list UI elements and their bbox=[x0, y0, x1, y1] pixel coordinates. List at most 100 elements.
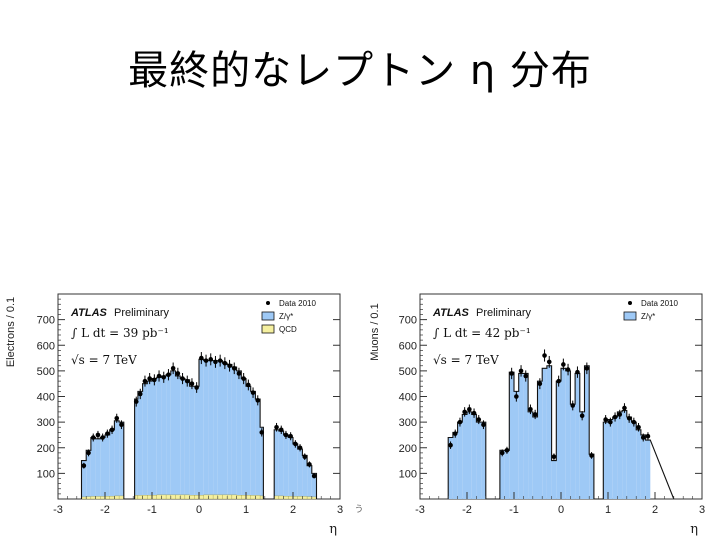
qcd-bar bbox=[278, 495, 284, 500]
mc-bar bbox=[255, 399, 261, 499]
data-point bbox=[283, 432, 289, 438]
data-point bbox=[528, 407, 533, 412]
data-point bbox=[546, 359, 552, 365]
x-tick-label: -1 bbox=[509, 504, 519, 516]
mc-bar bbox=[626, 417, 632, 499]
data-point bbox=[311, 473, 317, 479]
y-tick-label: 600 bbox=[399, 340, 417, 352]
mc-bar bbox=[199, 359, 204, 499]
mc-bar bbox=[307, 465, 312, 499]
mc-bar bbox=[297, 449, 303, 499]
mc-bar bbox=[180, 378, 185, 499]
data-point bbox=[579, 413, 585, 419]
atlas-label: ATLAS bbox=[432, 307, 470, 319]
data-point bbox=[603, 417, 608, 422]
mc-bar bbox=[278, 431, 284, 499]
mc-bar bbox=[236, 370, 242, 499]
x-axis-label: η bbox=[690, 522, 698, 537]
data-point bbox=[255, 398, 261, 403]
data-point bbox=[626, 415, 632, 421]
data-point bbox=[241, 376, 246, 381]
data-point bbox=[142, 378, 148, 384]
mc-bar bbox=[584, 365, 590, 499]
data-point bbox=[246, 382, 251, 388]
data-point bbox=[278, 427, 284, 433]
mc-bar bbox=[546, 365, 552, 499]
x-axis-label: η bbox=[329, 522, 337, 537]
qcd-bar bbox=[142, 495, 148, 500]
energy-label: √s = 7 TeV bbox=[71, 353, 137, 367]
y-tick-label: 400 bbox=[37, 392, 55, 404]
qcd-bar bbox=[175, 494, 181, 500]
mc-bar bbox=[241, 378, 246, 499]
mc-bar bbox=[147, 381, 152, 499]
x-tick-label: 1 bbox=[243, 504, 249, 516]
mc-bar bbox=[448, 437, 453, 499]
qcd-bar bbox=[255, 495, 261, 500]
qcd-bar bbox=[231, 494, 237, 500]
mc-bar bbox=[518, 373, 524, 499]
data-point bbox=[217, 358, 223, 363]
luminosity-label: ∫ L dt = 39 pb⁻¹ bbox=[71, 326, 169, 340]
qcd-bar bbox=[189, 495, 195, 500]
mc-bar bbox=[565, 370, 571, 499]
data-point bbox=[561, 362, 566, 367]
qcd-bar bbox=[311, 496, 317, 500]
data-point bbox=[170, 366, 176, 371]
mc-bar bbox=[156, 377, 162, 499]
energy-label: √s = 7 TeV bbox=[433, 353, 499, 367]
data-point bbox=[575, 369, 580, 375]
y-tick-label: 500 bbox=[37, 366, 55, 378]
stray-glyph: う bbox=[354, 504, 363, 515]
data-point bbox=[471, 410, 477, 416]
mc-bar bbox=[189, 386, 195, 499]
data-point bbox=[589, 453, 594, 458]
qcd-bar bbox=[302, 496, 308, 500]
mc-bar bbox=[152, 378, 157, 499]
legend-mc-swatch bbox=[261, 311, 275, 321]
data-point bbox=[231, 366, 237, 371]
mc-bar bbox=[170, 370, 176, 499]
mc-bar bbox=[134, 399, 138, 499]
qcd-bar bbox=[156, 494, 162, 500]
mc-bar bbox=[575, 373, 580, 499]
qcd-bar bbox=[90, 496, 96, 500]
legend-entry: Z/γ* bbox=[641, 312, 655, 321]
data-point bbox=[302, 454, 308, 460]
data-point bbox=[227, 363, 232, 369]
data-point bbox=[622, 405, 627, 411]
qcd-bar bbox=[227, 494, 233, 500]
mc-bar bbox=[217, 360, 223, 499]
x-tick-label: -2 bbox=[100, 504, 110, 516]
data-point bbox=[452, 431, 458, 436]
data-point bbox=[213, 359, 218, 365]
x-tick-label: -2 bbox=[462, 504, 472, 516]
mc-bar bbox=[471, 414, 477, 499]
qcd-bar bbox=[203, 494, 209, 500]
y-tick-label: 300 bbox=[399, 417, 417, 429]
data-point bbox=[293, 441, 298, 447]
mc-bar bbox=[452, 432, 458, 499]
data-point bbox=[523, 373, 529, 379]
data-point bbox=[189, 381, 195, 386]
mc-bar bbox=[283, 434, 289, 499]
data-point bbox=[556, 378, 561, 384]
mc-bar bbox=[105, 434, 110, 499]
mc-bar bbox=[561, 368, 566, 499]
data-point bbox=[100, 435, 105, 440]
preliminary-label: Preliminary bbox=[114, 307, 170, 319]
mc-bar bbox=[570, 404, 576, 499]
mc-bar bbox=[90, 437, 96, 499]
data-point bbox=[476, 417, 482, 422]
data-point bbox=[288, 433, 293, 439]
legend-data-marker bbox=[628, 301, 632, 305]
qcd-bar bbox=[137, 495, 143, 500]
mc-bar bbox=[640, 434, 646, 499]
data-point bbox=[584, 366, 590, 371]
mc-bar bbox=[161, 376, 167, 499]
mc-bar bbox=[617, 411, 623, 499]
mc-bar bbox=[203, 360, 209, 499]
mc-bar bbox=[509, 372, 514, 499]
legend-data-marker bbox=[266, 301, 270, 305]
legend-entry: Data 2010 bbox=[279, 299, 316, 308]
